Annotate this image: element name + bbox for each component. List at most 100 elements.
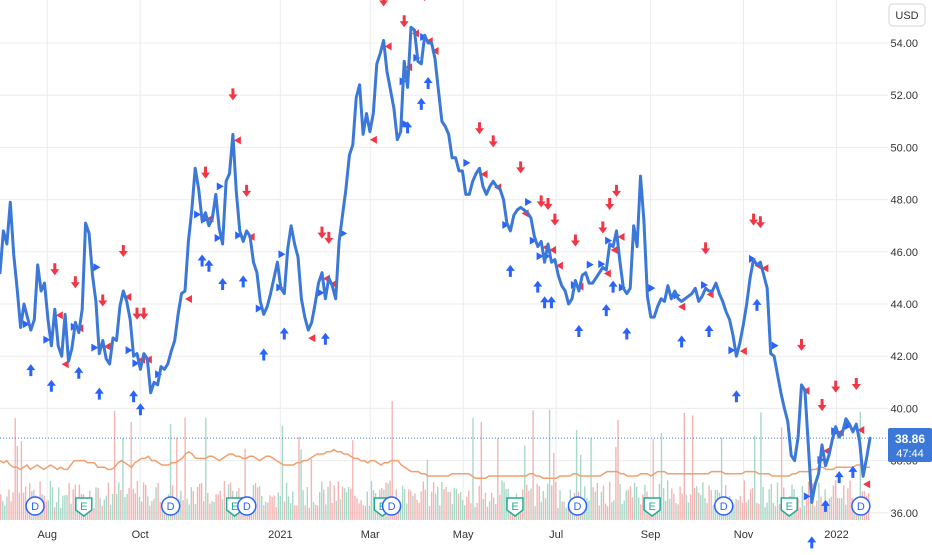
dividend-marker[interactable]: D bbox=[160, 496, 181, 516]
volume-bar bbox=[836, 497, 839, 520]
volume-bar bbox=[118, 482, 120, 520]
volume-bar bbox=[316, 505, 319, 520]
volume-bar bbox=[774, 506, 777, 520]
buy-triangle bbox=[463, 158, 471, 167]
volume-bar bbox=[414, 493, 416, 520]
volume-bar bbox=[677, 504, 679, 520]
volume-bar bbox=[97, 487, 99, 520]
buy-arrow bbox=[204, 259, 214, 272]
volume-bar bbox=[687, 502, 690, 520]
dividend-marker[interactable]: D bbox=[713, 496, 734, 516]
volume-bar bbox=[176, 437, 178, 520]
volume-bar bbox=[768, 489, 770, 520]
volume-bar bbox=[91, 504, 93, 520]
volume-bar bbox=[830, 496, 832, 520]
volume-bar bbox=[140, 501, 143, 520]
volume-bar bbox=[101, 505, 103, 520]
y-tick-label: 50.00 bbox=[890, 142, 918, 154]
volume-bar bbox=[652, 439, 654, 520]
volume-bar bbox=[561, 501, 563, 520]
volume-bar bbox=[708, 485, 710, 520]
volume-bar bbox=[285, 482, 288, 520]
volume-bar bbox=[6, 496, 8, 520]
sell-triangle bbox=[431, 47, 439, 55]
volume-bar bbox=[563, 501, 565, 520]
volume-bar bbox=[269, 495, 271, 520]
volume-bar bbox=[300, 449, 302, 520]
earnings-marker[interactable]: E bbox=[643, 497, 661, 517]
volume-bar bbox=[256, 487, 259, 520]
volume-bar bbox=[642, 494, 644, 520]
volume-bar bbox=[490, 492, 493, 520]
currency-badge[interactable]: USD bbox=[888, 3, 926, 27]
event-marker-label: D bbox=[243, 501, 251, 513]
y-tick-label: 36.00 bbox=[890, 508, 918, 520]
volume-bar bbox=[818, 482, 820, 520]
sell-arrow bbox=[817, 398, 827, 411]
volume-bar bbox=[244, 448, 246, 520]
volume-bar bbox=[20, 440, 23, 520]
dividend-marker[interactable]: D bbox=[851, 496, 871, 516]
event-markers[interactable]: DEDEDEDEDEDED bbox=[25, 496, 871, 517]
buy-triangle bbox=[401, 119, 409, 128]
event-marker-label: D bbox=[720, 501, 728, 513]
dividend-marker[interactable]: D bbox=[237, 496, 257, 516]
x-tick-label: Mar bbox=[361, 529, 380, 541]
time-scale[interactable]: Aug Oct 2021 Mar May Jul Sep Nov 2022 bbox=[37, 529, 848, 541]
volume-bar bbox=[428, 506, 431, 520]
sell-arrow bbox=[536, 195, 546, 208]
volume-bar bbox=[575, 430, 578, 520]
dividend-badge-icon bbox=[237, 496, 257, 516]
sell-arrow bbox=[379, 0, 389, 7]
buy-arrow bbox=[546, 296, 556, 309]
dividend-marker[interactable]: D bbox=[567, 496, 588, 516]
volume-bar bbox=[366, 491, 368, 520]
volume-bar bbox=[296, 505, 298, 520]
volume-bar bbox=[832, 485, 835, 520]
volume-bar bbox=[95, 487, 97, 520]
y-tick-label: 48.00 bbox=[890, 195, 918, 207]
volume-bar bbox=[66, 494, 68, 520]
earnings-marker[interactable]: E bbox=[780, 497, 798, 517]
volume-bar bbox=[329, 480, 331, 520]
volume-bar bbox=[277, 492, 279, 520]
volume-bar bbox=[843, 485, 845, 520]
volume-bar bbox=[194, 504, 197, 520]
volume-bar bbox=[474, 507, 476, 520]
sell-arrow bbox=[796, 338, 806, 351]
buy-arrow bbox=[505, 264, 515, 277]
volume-bar bbox=[451, 504, 453, 520]
volume-bar bbox=[134, 493, 136, 520]
volume-bar bbox=[124, 497, 126, 520]
earnings-badge-icon bbox=[506, 497, 524, 517]
buy-arrow bbox=[74, 366, 84, 379]
volume-bar bbox=[596, 483, 598, 520]
earnings-marker[interactable]: E bbox=[506, 497, 524, 517]
volume-bar bbox=[403, 489, 406, 520]
volume-bar bbox=[762, 487, 764, 520]
volume-bar bbox=[372, 490, 375, 520]
volume-bar bbox=[553, 453, 555, 520]
volume-bar bbox=[633, 482, 636, 520]
dividend-marker[interactable]: D bbox=[25, 496, 45, 516]
volume-bar bbox=[345, 492, 348, 520]
volume-bar bbox=[816, 500, 818, 520]
sell-triangle bbox=[61, 360, 69, 369]
volume-bar bbox=[737, 500, 739, 520]
buy-triangle bbox=[235, 231, 243, 240]
volume-bar bbox=[267, 502, 269, 520]
volume-bar bbox=[588, 500, 590, 520]
buy-arrow bbox=[320, 332, 330, 345]
volume-bar bbox=[590, 437, 592, 520]
volume-bar bbox=[495, 504, 497, 520]
volume-bar bbox=[163, 507, 165, 520]
dividend-marker[interactable]: D bbox=[381, 496, 402, 516]
volume-bar bbox=[662, 488, 665, 520]
volume-bar bbox=[536, 483, 538, 520]
earnings-marker[interactable]: E bbox=[75, 497, 93, 517]
event-marker-label: E bbox=[80, 501, 87, 513]
volume-bar bbox=[745, 502, 748, 520]
volume-bar bbox=[275, 507, 277, 520]
